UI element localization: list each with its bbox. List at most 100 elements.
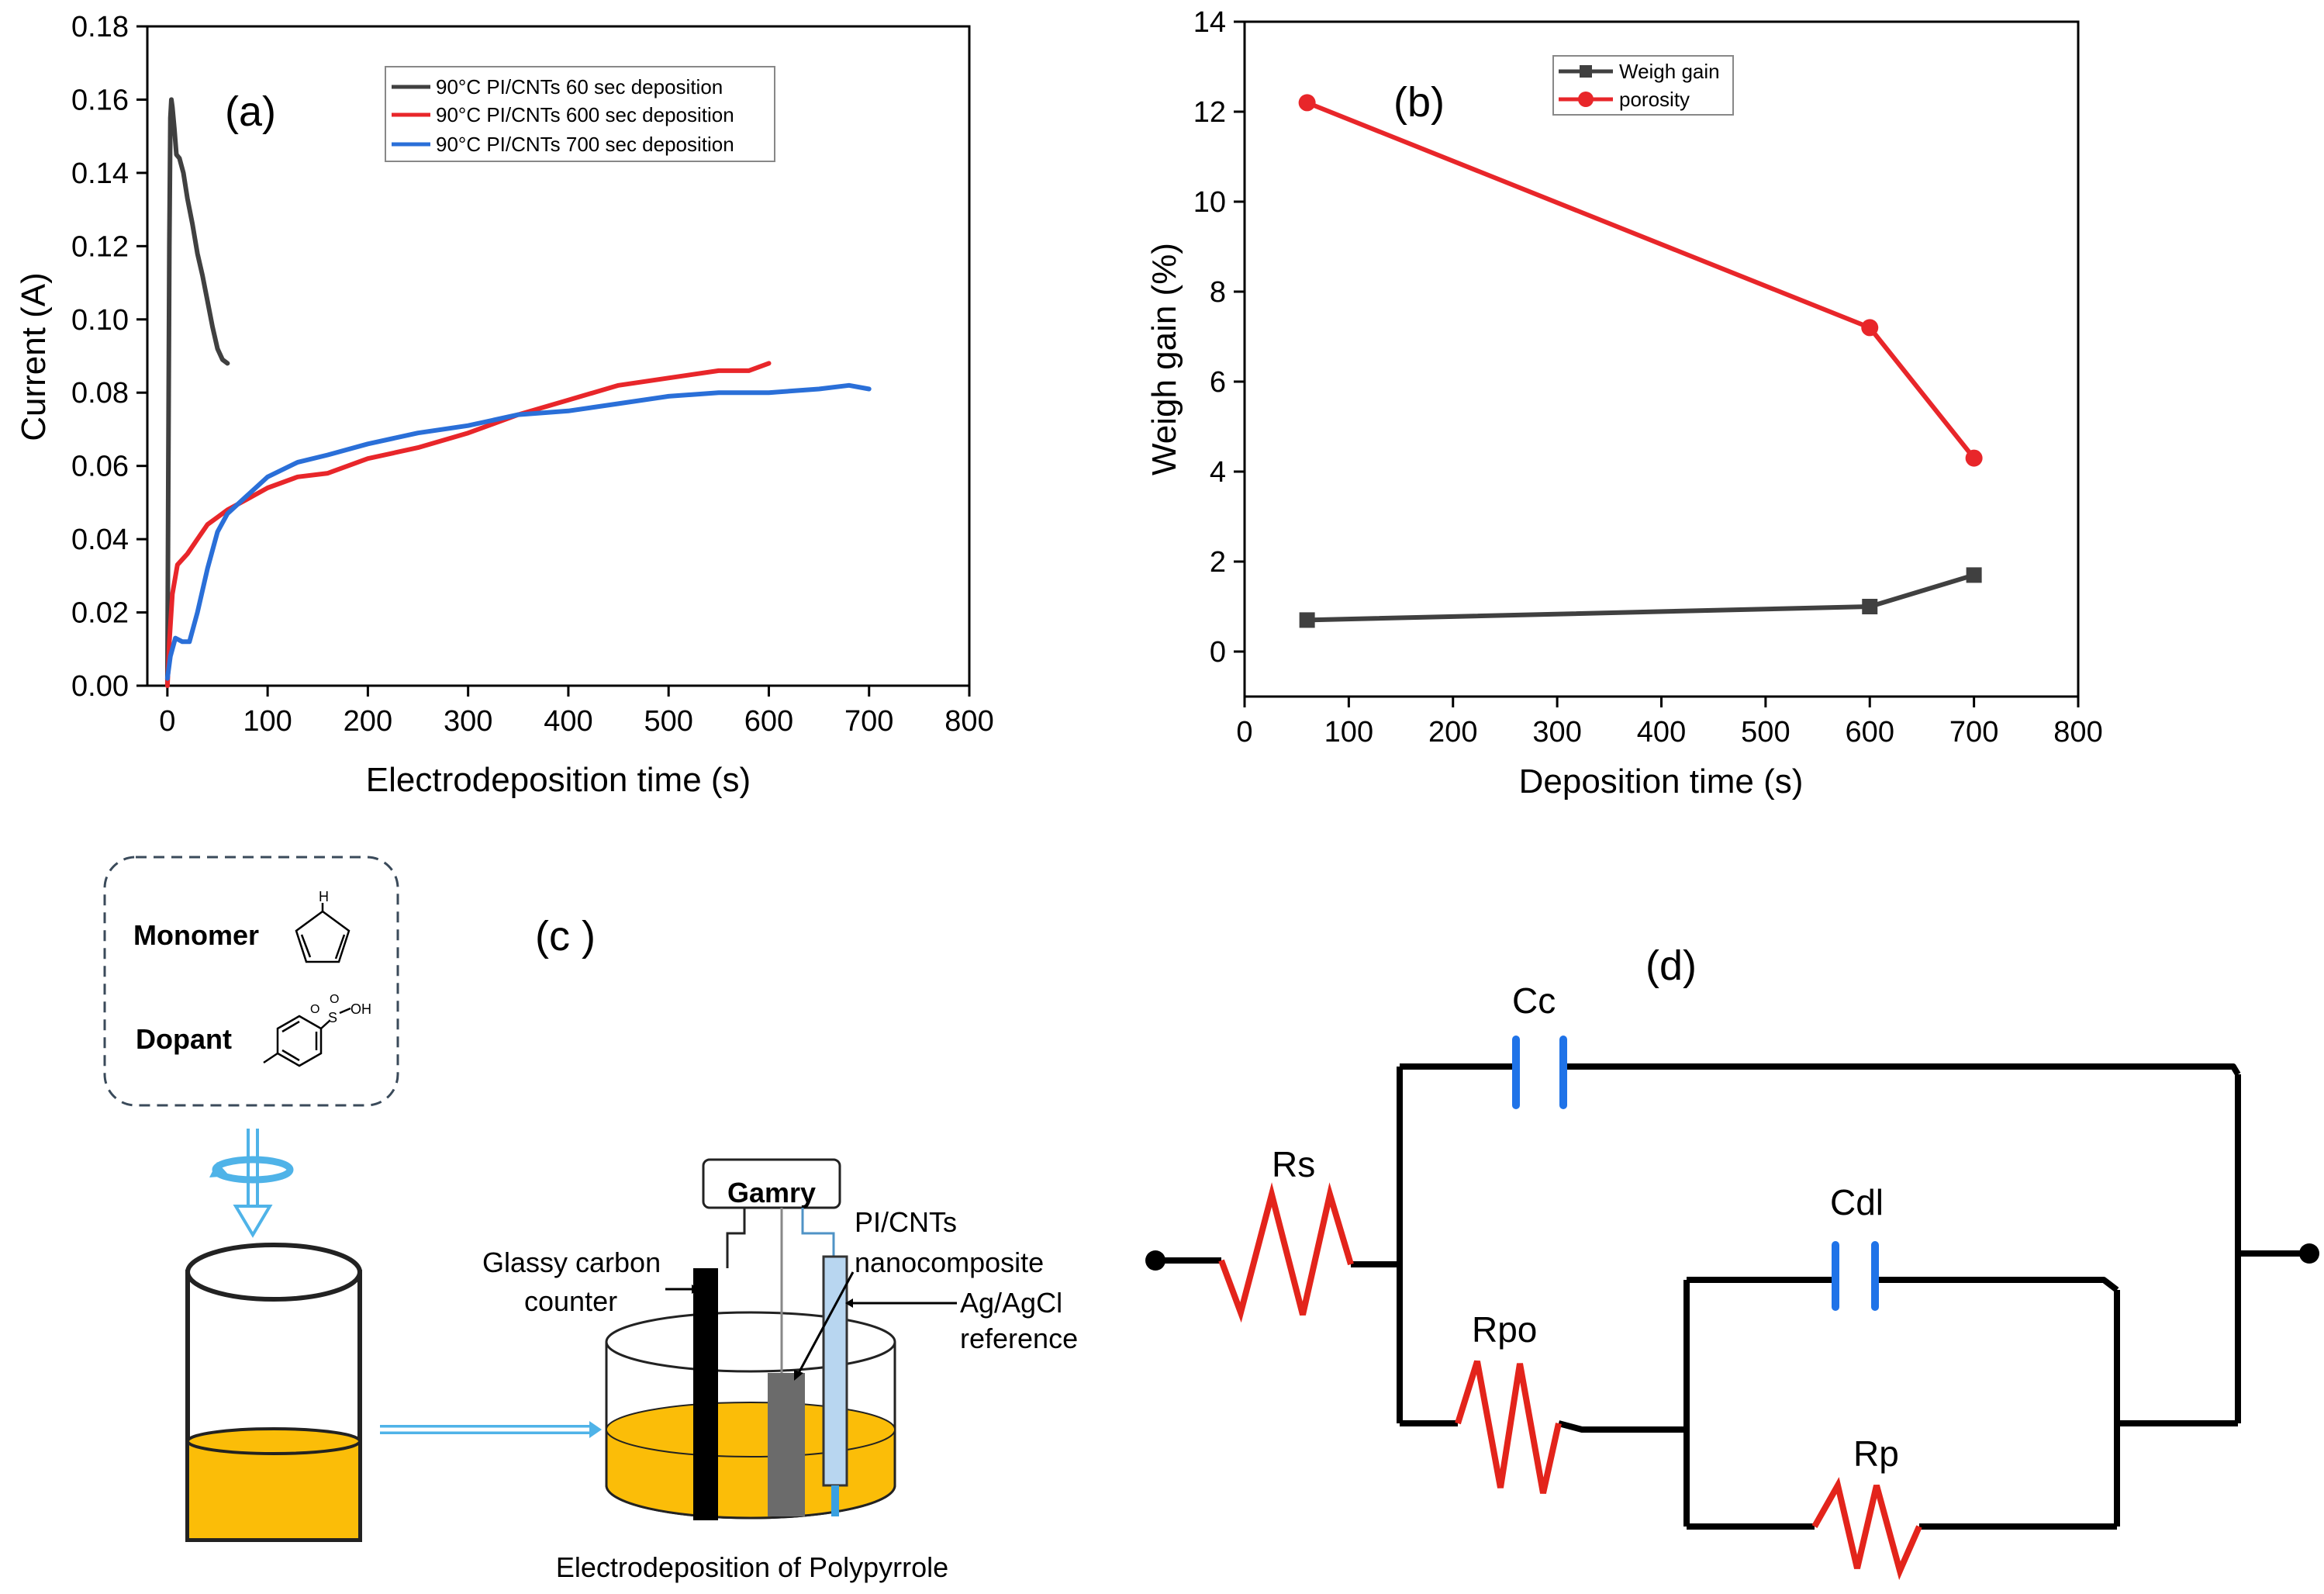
chart-a-series-line-2 xyxy=(164,382,872,681)
chart-a-y-tick-label-3: 0.06 xyxy=(71,451,129,483)
rp-label: Rp xyxy=(1853,1433,1899,1474)
chart-a-x-tick-label-4: 400 xyxy=(544,705,592,738)
electrochemical-cell xyxy=(605,1311,896,1520)
tosyl-oh-label: OH xyxy=(350,1001,371,1017)
chart-a-plot-frame xyxy=(146,25,971,687)
chart-a-series-line-1 xyxy=(164,361,772,688)
diagram-d-panel-label: (d) xyxy=(1645,942,1697,989)
pi-cnts-pointer xyxy=(797,1271,855,1374)
diagram-d-equivalent-circuit: (d) xyxy=(1145,942,2319,1580)
tosyl-o-top-label: O xyxy=(330,993,339,1006)
chart-b-x-tick-label-7: 700 xyxy=(1949,716,1998,749)
chart-b-y-tick-label-1: 2 xyxy=(1210,546,1226,579)
chart-b-x-tick-label-2: 200 xyxy=(1428,716,1477,749)
chart-a-legend-label-700s: 90°C PI/CNTs 700 sec deposition xyxy=(436,133,734,156)
glassy-carbon-label-line1: Glassy carbon xyxy=(482,1247,661,1278)
chart-a-x-tick-label-5: 500 xyxy=(644,705,692,738)
chart-a-y-tick-label-0: 0.00 xyxy=(71,670,129,703)
chart-b-y-tick-label-3: 6 xyxy=(1210,366,1226,399)
reagent-box xyxy=(103,856,399,1107)
circuit-wires xyxy=(1155,1063,2309,1530)
ag-agcl-label-line2: reference xyxy=(960,1323,1078,1354)
tosyl-o-left-label: O xyxy=(310,1003,319,1016)
stirring-arrow-icon xyxy=(209,1129,294,1238)
chart-a-x-ticks: 0 100 200 300 400 500 600 700 800 xyxy=(159,686,994,738)
pyrrole-h-label: H xyxy=(319,889,329,904)
ag-agcl-label-line1: Ag/AgCl xyxy=(960,1287,1062,1319)
chart-b-y-tick-label-6: 12 xyxy=(1193,96,1226,129)
chart-b-series-1-point-0 xyxy=(1298,94,1316,112)
chart-b-series-0-point-1 xyxy=(1862,599,1878,614)
chart-b-x-axis-label: Deposition time (s) xyxy=(1519,762,1804,800)
chart-a-y-tick-label-4: 0.08 xyxy=(71,377,129,410)
diagram-c-panel-label: (c ) xyxy=(535,913,596,960)
chart-b-x-tick-label-5: 500 xyxy=(1741,716,1790,749)
chart-b-series-1-point-1 xyxy=(1861,319,1879,337)
chart-b-series xyxy=(1298,94,1983,628)
chart-b-series-1-point-2 xyxy=(1965,449,1983,467)
chart-b-x-tick-label-0: 0 xyxy=(1236,716,1252,749)
chart-a-x-tick-label-7: 700 xyxy=(844,705,893,738)
chart-b-x-tick-label-4: 400 xyxy=(1637,716,1686,749)
reference-electrode-tip xyxy=(831,1485,839,1516)
chart-a-x-tick-label-0: 0 xyxy=(159,705,175,738)
chart-a-y-tick-label-5: 0.10 xyxy=(71,304,129,337)
monomer-label: Monomer xyxy=(133,919,259,951)
chart-b-x-tick-label-1: 100 xyxy=(1324,716,1373,749)
chart-a-x-tick-label-2: 200 xyxy=(344,705,392,738)
chart-b-legend-marker-weigh-gain xyxy=(1580,65,1592,78)
chart-a-y-tick-label-1: 0.02 xyxy=(71,597,129,630)
chart-b: 0 100 200 300 400 500 600 700 800 0 2 4 6 8 10 12 14 De… xyxy=(1145,6,2103,800)
chart-a-y-tick-label-2: 0.04 xyxy=(71,524,129,556)
chart-a-x-tick-label-3: 300 xyxy=(444,705,492,738)
rpo-label: Rpo xyxy=(1472,1309,1537,1350)
rp-resistor xyxy=(1811,1477,1922,1580)
chart-b-y-tick-label-2: 4 xyxy=(1210,456,1226,489)
diagram-c: (c ) Monomer Dopant H S O O OH xyxy=(103,856,1078,1583)
glassy-carbon-counter-electrode xyxy=(693,1268,718,1520)
cc-label: Cc xyxy=(1512,980,1556,1021)
chart-b-y-tick-label-0: 0 xyxy=(1210,636,1226,669)
rpo-resistor xyxy=(1455,1360,1562,1494)
chart-a-legend-label-60s: 90°C PI/CNTs 60 sec deposition xyxy=(436,75,723,99)
chart-a-y-tick-label-7: 0.14 xyxy=(71,157,129,190)
glassy-carbon-label-line2: counter xyxy=(524,1285,617,1317)
rs-label: Rs xyxy=(1272,1144,1315,1184)
chart-a-y-tick-label-8: 0.16 xyxy=(71,84,129,116)
chart-b-plot-frame xyxy=(1243,20,2080,698)
gamry-potentiostat-box xyxy=(702,1158,841,1209)
chart-b-x-tick-label-6: 600 xyxy=(1846,716,1894,749)
chart-b-legend-marker-porosity xyxy=(1578,92,1594,107)
chart-a: 0 100 200 300 400 500 600 700 800 0.000.020.040.… xyxy=(15,11,994,799)
chart-a-x-tick-label-1: 100 xyxy=(243,705,292,738)
pi-cnts-working-electrode xyxy=(768,1373,805,1516)
chart-b-x-ticks: 0 100 200 300 400 500 600 700 800 xyxy=(1236,697,2103,749)
chart-a-legend-box xyxy=(385,66,775,162)
pi-cnts-label-line2: nanocomposite xyxy=(855,1247,1044,1278)
chart-a-legend-label-600s: 90°C PI/CNTs 600 sec deposition xyxy=(436,103,734,126)
monomer-solution-beaker xyxy=(185,1243,362,1542)
chart-b-panel-label: (b) xyxy=(1393,79,1445,126)
chart-a-y-axis-label: Current (A) xyxy=(15,272,53,441)
pyrrole-structure-icon: H xyxy=(295,889,350,963)
chart-b-series-line-1 xyxy=(1304,100,1977,461)
transfer-arrow-icon xyxy=(380,1421,602,1438)
chart-b-y-tick-label-5: 10 xyxy=(1193,186,1226,219)
rs-resistor xyxy=(1218,1182,1354,1323)
chart-a-series xyxy=(164,97,872,688)
reference-wire xyxy=(801,1208,835,1257)
tosyl-s-label: S xyxy=(328,1010,337,1025)
chart-a-y-ticks: 0.00 0.02 0.04 0.06 0.08 0.10 0.12 0.14 0.16 0.18 xyxy=(71,11,147,703)
gamry-label: Gamry xyxy=(727,1177,816,1208)
electrodeposition-caption: Electrodeposition of Polypyrrole xyxy=(556,1551,948,1583)
chart-a-x-tick-label-6: 600 xyxy=(744,705,793,738)
counter-wire xyxy=(726,1208,746,1268)
chart-b-x-tick-label-3: 300 xyxy=(1532,716,1581,749)
cdl-label: Cdl xyxy=(1830,1182,1884,1222)
chart-a-y-tick-label-6: 0.12 xyxy=(71,230,129,263)
chart-b-series-0-point-2 xyxy=(1966,567,1982,583)
chart-b-legend: Weigh gain porosity xyxy=(1552,55,1734,116)
chart-b-series-0-point-0 xyxy=(1299,612,1315,628)
dopant-label: Dopant xyxy=(136,1023,232,1055)
